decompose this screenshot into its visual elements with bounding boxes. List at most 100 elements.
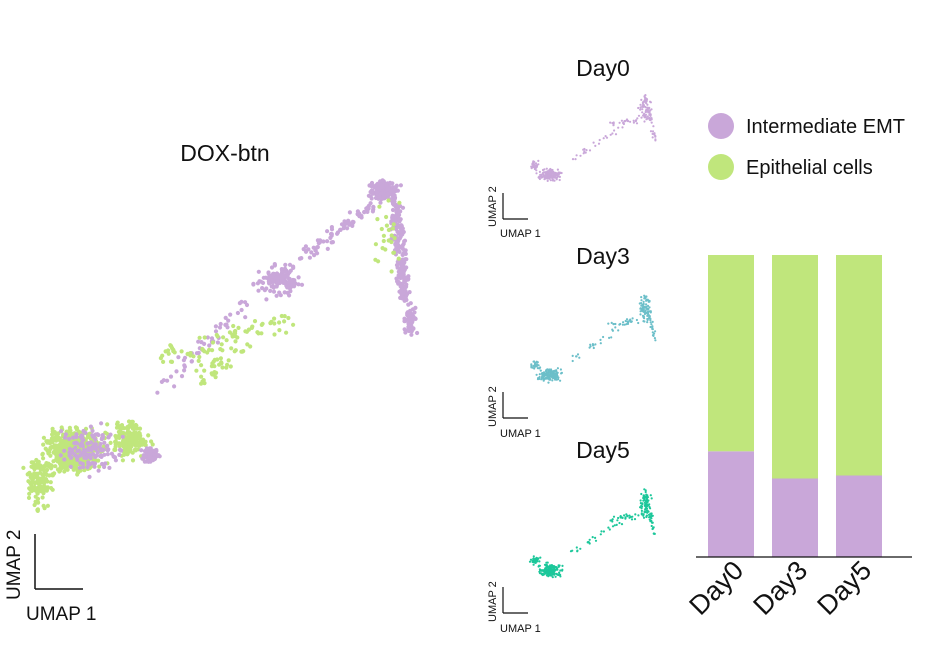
cell-point (120, 458, 125, 463)
cell-point (651, 527, 654, 531)
cell-point (140, 456, 145, 461)
cell-point (599, 338, 602, 341)
cell-point (554, 373, 558, 376)
cell-point (117, 452, 122, 457)
cell-point (45, 503, 51, 508)
cell-point (556, 168, 560, 171)
cell-point (41, 468, 47, 473)
cell-point (649, 101, 653, 104)
cell-point (40, 472, 45, 477)
cell-point (52, 430, 57, 435)
cell-point (571, 354, 574, 357)
cell-point (613, 129, 616, 132)
cell-point (107, 465, 112, 470)
cell-point (535, 169, 538, 172)
cell-point (389, 269, 394, 274)
cell-point (274, 293, 279, 298)
cell-point (551, 571, 554, 574)
cell-point (546, 569, 549, 572)
day3-umap-points (530, 294, 657, 384)
cell-point (251, 282, 256, 287)
cell-point (543, 570, 546, 573)
cell-point (541, 375, 544, 378)
cell-point (59, 429, 64, 434)
cell-point (378, 179, 383, 184)
cell-point (644, 309, 647, 312)
cell-point (541, 168, 545, 172)
cell-point (377, 204, 382, 209)
cell-point (403, 330, 408, 335)
cell-point (535, 164, 539, 167)
cell-point (120, 431, 125, 436)
cell-point (214, 332, 219, 338)
cell-point (648, 116, 651, 120)
cell-point (260, 321, 265, 326)
day3-umap: Day3 UMAP 1 UMAP 2 (487, 243, 657, 440)
cell-point (235, 310, 240, 316)
cell-point (650, 108, 653, 111)
cell-point (125, 451, 130, 456)
cell-point (279, 267, 284, 272)
cell-point (223, 315, 228, 320)
cell-point (48, 463, 53, 468)
cell-point (231, 323, 236, 329)
cell-point (139, 448, 144, 453)
cell-point (41, 435, 47, 440)
cell-point (551, 379, 554, 382)
cell-point (555, 568, 558, 571)
cell-point (143, 454, 148, 459)
cell-point (256, 269, 261, 274)
cell-point (48, 438, 53, 444)
cell-point (540, 569, 544, 572)
cell-point (392, 196, 397, 201)
cell-point (384, 223, 389, 228)
cell-point (643, 317, 646, 320)
cell-point (541, 175, 544, 179)
cell-point (535, 373, 538, 376)
cell-point (399, 270, 404, 275)
cell-point (73, 445, 78, 450)
cell-point (640, 116, 643, 119)
cell-point (556, 176, 559, 179)
cell-point (146, 433, 151, 438)
cell-point (386, 198, 391, 203)
cell-point (538, 560, 541, 563)
cell-point (399, 291, 404, 296)
cell-point (221, 335, 226, 340)
cell-point (202, 335, 207, 340)
cell-point (105, 422, 110, 427)
cell-point (599, 533, 602, 536)
cell-point (543, 563, 547, 566)
cell-point (86, 446, 91, 451)
cell-point (542, 573, 546, 576)
cell-point (160, 353, 165, 358)
cell-point (156, 453, 161, 458)
cell-point (591, 536, 594, 539)
cell-point (647, 317, 650, 320)
cell-point (620, 523, 624, 526)
cell-point (538, 564, 541, 567)
cell-point (399, 295, 404, 300)
cell-point (654, 135, 657, 138)
cell-point (102, 440, 107, 445)
cell-point (642, 496, 645, 500)
cell-point (403, 275, 408, 280)
cell-point (645, 509, 648, 512)
cell-point (150, 458, 156, 463)
cell-point (613, 524, 616, 527)
cell-point (94, 453, 99, 458)
cell-point (550, 371, 553, 374)
cell-point (561, 568, 564, 571)
cell-point (122, 426, 127, 431)
cell-point (125, 425, 130, 430)
cell-point (549, 172, 552, 175)
cell-point (643, 115, 647, 118)
cell-point (391, 250, 397, 255)
cell-point (640, 507, 643, 510)
cell-point (35, 507, 41, 512)
cell-point (642, 305, 645, 308)
cell-point (625, 513, 628, 516)
cell-point (535, 172, 538, 175)
cell-point (585, 149, 588, 152)
legend-label-epithelial-cells: Epithelial cells (746, 157, 873, 179)
